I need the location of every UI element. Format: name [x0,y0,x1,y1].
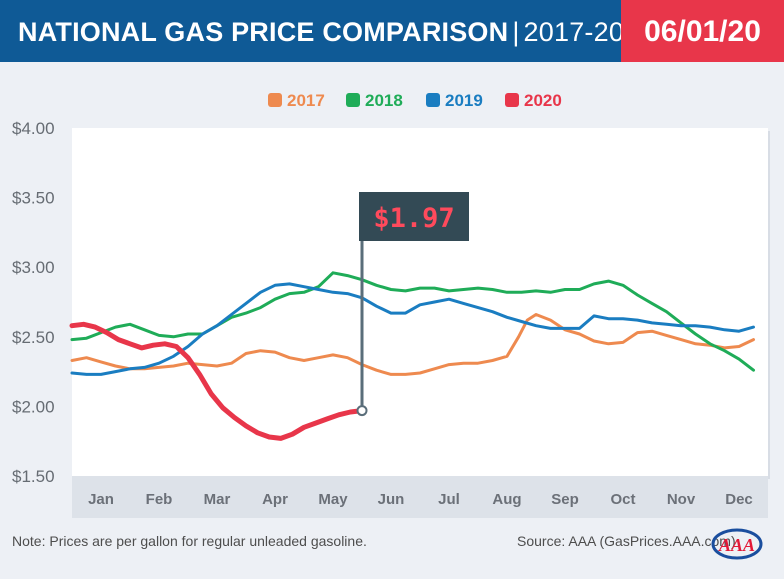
series-line-2020 [69,321,365,441]
x-tick-label: Aug [492,491,521,508]
y-tick-label: $2.00 [12,397,55,416]
plot-background [72,128,768,476]
chart-area: $4.00 $3.50 $3.00 $2.50 $2.00 $1.50 Jan Feb Mar A… [12,91,770,518]
y-tick-label: $3.00 [12,258,55,277]
date-badge: 06/01/20 [621,0,784,62]
x-tick-label: Oct [610,491,635,508]
aaa-logo-ring [711,528,763,560]
legend-label-2020: 2020 [524,91,562,110]
callout-box [359,192,469,241]
footnote: Note: Prices are per gallon for regular … [12,533,367,549]
x-tick-label: May [318,491,348,508]
x-tick-label: Mar [204,491,231,508]
callout-marker [356,405,368,417]
legend-swatch-2017 [268,93,282,107]
legend-swatch-2019 [426,93,440,107]
source-credit: Source: AAA (GasPrices.AAA.com) [517,533,736,549]
y-tick-label: $4.00 [12,119,55,138]
legend-label-2017: 2017 [287,91,325,110]
x-tick-label: Jun [378,491,405,508]
x-axis-band [72,476,768,518]
series-line-2018 [70,271,755,372]
x-tick-label: Feb [146,491,173,508]
y-tick-label: $2.50 [12,328,55,347]
series-line-2017 [70,313,755,376]
y-tick-label: $3.50 [12,189,55,208]
legend-label-2018: 2018 [365,91,403,110]
aaa-logo-text: AAA [718,535,755,555]
legend-swatch-2020 [505,93,519,107]
title-main: NATIONAL GAS PRICE COMPARISON [18,17,509,47]
x-tick-label: Apr [262,491,288,508]
x-tick-label: Dec [725,491,753,508]
title-separator: | [512,17,520,47]
x-tick-label: Jul [438,491,460,508]
x-tick-label: Jan [88,491,114,508]
x-tick-label: Sep [551,491,579,508]
chart-title: NATIONAL GAS PRICE COMPARISON | 2017-2020 [18,0,654,62]
legend-swatch-2018 [346,93,360,107]
legend-label-2019: 2019 [445,91,483,110]
callout-label: $1.97 [373,203,454,234]
x-tick-label: Nov [667,491,696,508]
series-line-2019 [70,282,755,376]
y-tick-label: $1.50 [12,467,55,486]
aaa-logo-icon: AAA [711,528,763,560]
